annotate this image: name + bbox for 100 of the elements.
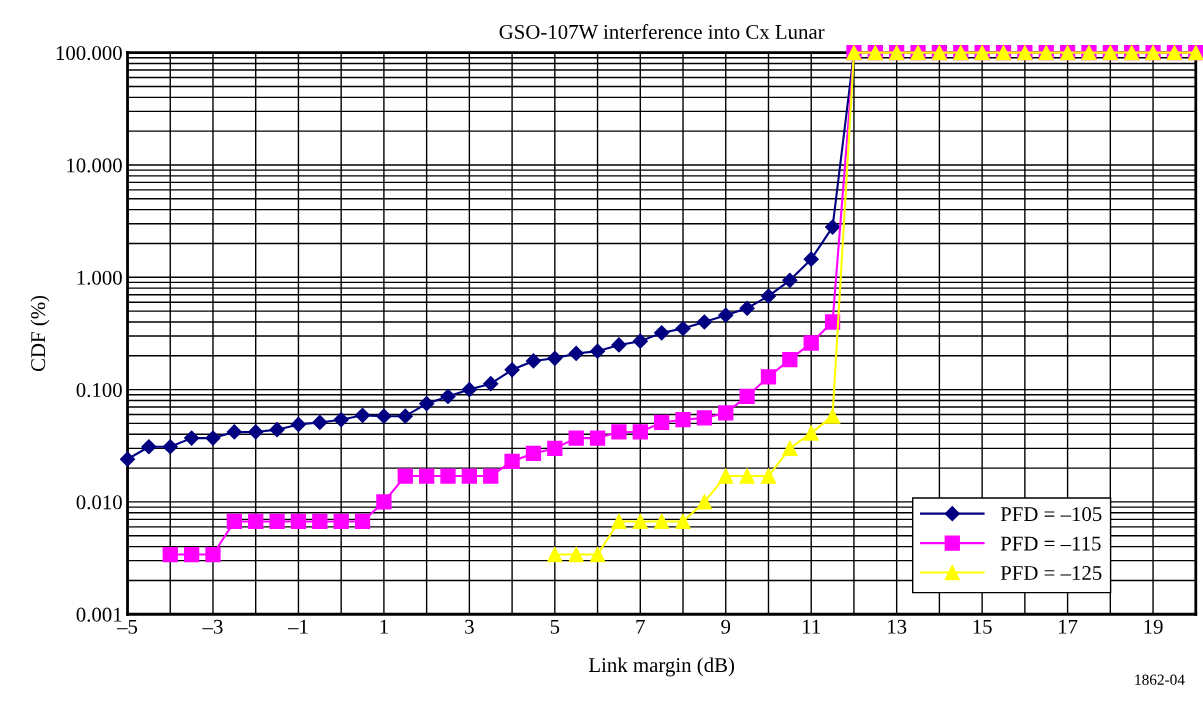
y-tick-label: 0.100: [76, 382, 122, 398]
point: [333, 412, 349, 428]
point: [760, 468, 777, 484]
point: [589, 343, 606, 359]
point: [654, 414, 670, 431]
x-tick-label: 3: [465, 619, 474, 634]
point: [675, 412, 691, 428]
point: [718, 468, 734, 484]
point: [803, 425, 819, 441]
x-tick-label: 7: [636, 619, 645, 634]
point: [547, 350, 563, 366]
point: [312, 513, 328, 530]
point: [290, 416, 307, 432]
point: [483, 468, 499, 484]
x-tick-label: 19: [1144, 619, 1163, 634]
point: [269, 422, 285, 438]
point: [333, 513, 349, 530]
point: [290, 513, 307, 530]
point: [696, 410, 713, 426]
point: [525, 353, 542, 369]
point: [248, 513, 264, 530]
point: [269, 513, 285, 530]
point: [141, 439, 157, 455]
point: [718, 307, 734, 323]
point: [461, 382, 477, 398]
point: [461, 468, 478, 484]
point: [739, 468, 755, 484]
point: [611, 513, 627, 530]
point: [205, 546, 221, 563]
point: [760, 369, 777, 385]
point: [760, 288, 777, 304]
legend-label: PFD = –105: [1000, 507, 1102, 522]
x-tick-label: 5: [550, 619, 560, 634]
point: [397, 468, 413, 484]
point: [782, 440, 798, 456]
point: [504, 453, 520, 469]
legend-label: PFD = –115: [1000, 536, 1101, 551]
point: [632, 333, 648, 349]
x-tick-label: –3: [202, 619, 223, 634]
point: [525, 445, 542, 462]
x-tick-label: 11: [803, 619, 820, 634]
x-tick-label: 1: [380, 619, 388, 634]
x-tick-label: 9: [721, 619, 731, 634]
point: [825, 219, 841, 235]
point: [568, 546, 584, 563]
point: [675, 513, 691, 530]
point: [589, 430, 606, 446]
point: [183, 546, 200, 563]
point: [376, 408, 392, 424]
point: [718, 405, 734, 421]
point: [312, 414, 328, 431]
point: [696, 494, 713, 510]
x-tick-label: –1: [287, 619, 308, 634]
point: [675, 320, 691, 337]
point: [248, 424, 264, 440]
point: [440, 468, 456, 484]
point: [397, 408, 413, 424]
point: [354, 513, 371, 530]
point: [205, 430, 221, 446]
point: [632, 424, 648, 440]
point: [354, 407, 371, 423]
point: [654, 513, 670, 530]
point: [568, 345, 584, 361]
point: [504, 362, 520, 378]
point: [440, 388, 456, 404]
point: [782, 351, 798, 368]
y-axis-title: CDF (%): [30, 295, 50, 372]
y-tick-label: 1.000: [77, 270, 122, 285]
y-tick-label: 100.000: [56, 46, 122, 61]
y-tick-label: 0.010: [76, 495, 122, 510]
point: [696, 314, 712, 330]
point: [162, 546, 178, 563]
point: [782, 272, 798, 288]
point: [824, 408, 841, 424]
point: [119, 451, 136, 467]
point: [632, 513, 648, 530]
point: [162, 439, 178, 455]
point: [419, 396, 435, 412]
y-tick-label: 0.001: [76, 607, 122, 622]
point: [611, 337, 627, 353]
point: [589, 546, 606, 563]
x-axis-title: Link margin (dB): [588, 657, 735, 677]
x-tick-label: 13: [888, 619, 907, 634]
point: [568, 430, 584, 446]
point: [739, 300, 755, 316]
point: [547, 546, 563, 563]
x-tick-label: 17: [1059, 619, 1078, 634]
point: [803, 251, 819, 267]
point: [611, 424, 627, 440]
x-tick-label: 15: [973, 619, 992, 634]
point: [803, 335, 819, 351]
legend-label: PFD = –125: [1000, 566, 1102, 581]
point: [184, 430, 200, 446]
point: [418, 468, 435, 484]
chart-title: GSO-107W interference into Cx Lunar: [499, 24, 825, 40]
y-tick-label: 10.000: [67, 158, 122, 173]
text: 1862-04: [1135, 674, 1185, 685]
point: [226, 424, 242, 440]
point: [483, 376, 499, 392]
point: [654, 325, 670, 341]
